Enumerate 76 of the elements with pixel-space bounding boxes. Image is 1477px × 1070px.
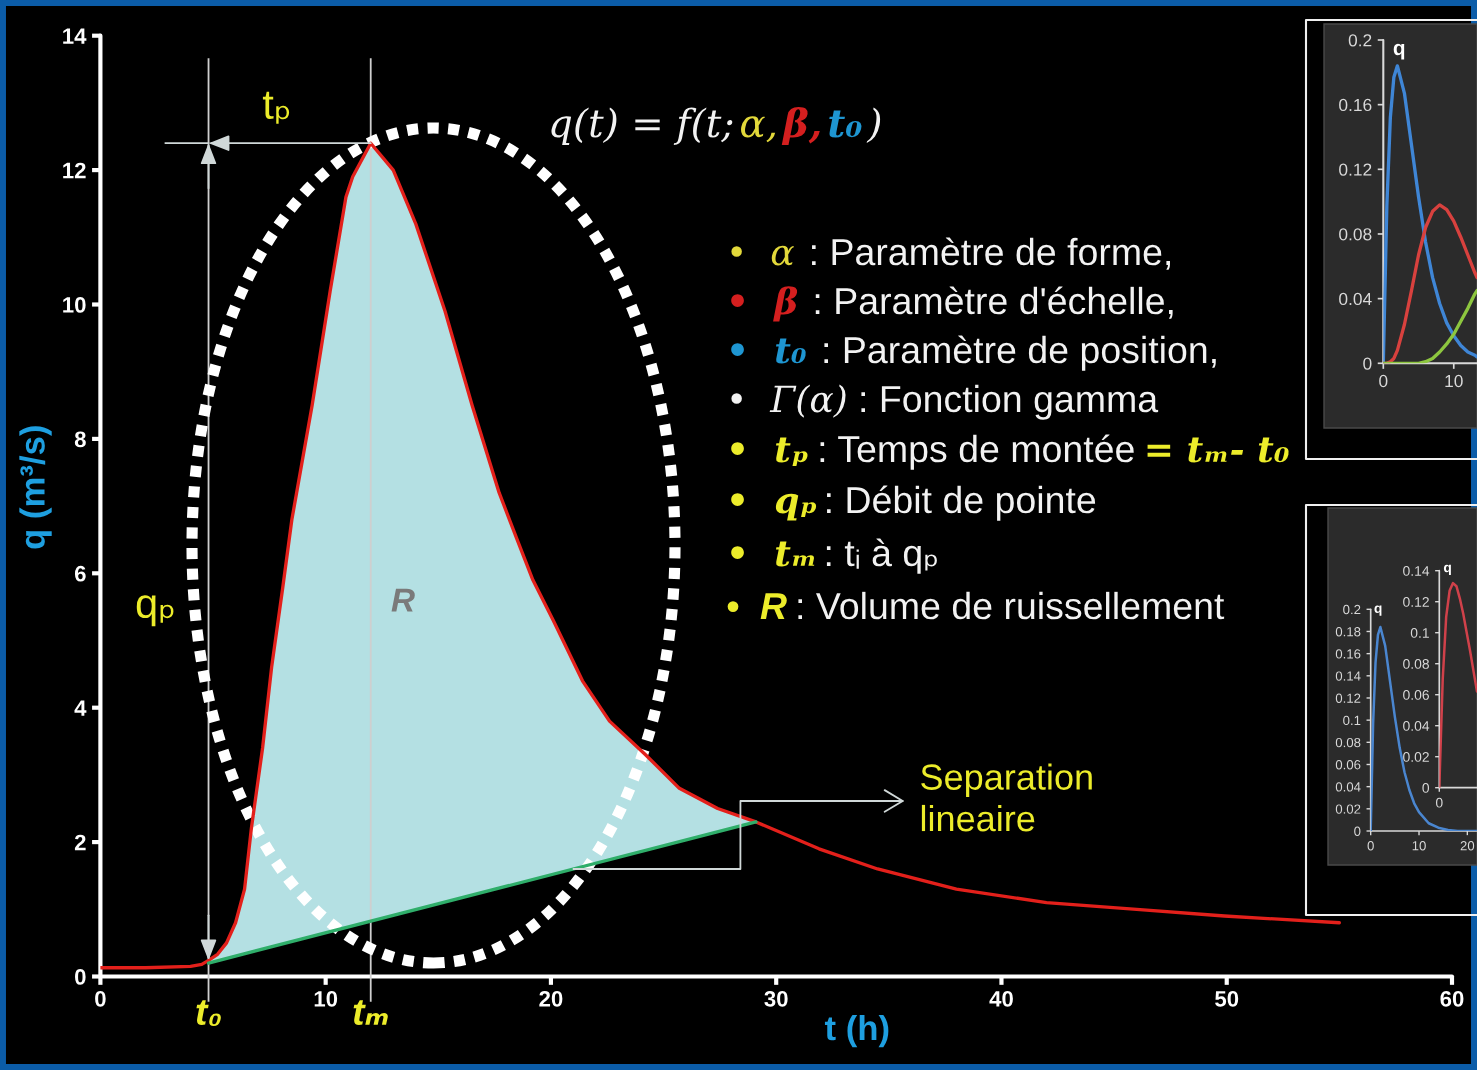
x-tick-label: 10 [314,990,338,1007]
y-tick-label: 0.2 [1343,604,1361,615]
annotation: R [391,588,415,612]
x-tick-label: 30 [764,990,788,1007]
y-tick-label: 0 [1422,783,1430,793]
x-axis-title: t (h) [824,1014,889,1048]
line-series [1439,581,1477,788]
annotation: : Fonction gamma [861,384,1159,420]
y-tick-label: 0.02 [1403,752,1429,762]
y-tick-label: 0.12 [1403,597,1429,607]
x-tick-label: 40 [989,990,1013,1007]
annotation: qₚ [136,595,174,627]
y-tick-label: 10 [63,297,86,313]
y-tick-label: 0.1 [1410,628,1429,638]
y-axis-title: q [1374,605,1382,616]
x-tick-label: 0 [95,990,106,1007]
y-tick-label: 0.08 [1339,228,1372,241]
x-tick-label: 50 [1215,990,1239,1007]
y-tick-label: 0.04 [1339,292,1372,306]
x-tick-label: 60 [1440,990,1464,1007]
y-tick-label: 0.06 [1335,760,1361,770]
y-tick-label: 0.16 [1339,98,1372,112]
annotation: • R [727,593,787,619]
y-tick-label: 0.08 [1335,737,1361,748]
annotation: q(t) = f(t; [551,107,733,146]
annotation: • qₚ [731,493,817,521]
ref-line-label: tₘ [353,1000,388,1025]
y-tick-label: 0 [75,969,86,985]
y-tick-label: 0.12 [1339,163,1372,176]
annotation: : Paramètre d'échelle, [815,286,1173,319]
y-tick-label: 0.2 [1348,34,1372,47]
y-tick-label: 0.06 [1403,690,1429,700]
annotation: α, [741,116,776,143]
annotation: t₀ [829,110,862,138]
annotation: : Volume de ruissellement [798,591,1225,620]
annotation: : Temps de montée [820,434,1134,470]
y-axis-title: q [1443,564,1451,575]
annotation: : Débit de pointe [827,485,1096,521]
y-tick-label: 0.14 [1403,566,1430,576]
y-tick-label: 2 [74,834,86,851]
annotation: • t₀ [731,338,806,364]
y-tick-label: 0.16 [1335,649,1361,659]
y-tick-label: 6 [74,565,86,582]
y-tick-label: 0.04 [1403,721,1430,731]
y-tick-label: 0.08 [1403,659,1429,669]
line-series [1383,64,1477,364]
x-tick-label: 20 [539,990,563,1007]
y-tick-label: 0.14 [1335,671,1361,681]
y-tick-label: 4 [74,700,87,716]
y-tick-label: 0.12 [1335,693,1361,703]
x-tick-label: 20 [1460,841,1475,851]
y-tick-label: 0.18 [1335,627,1361,637]
y-tick-label: 0.04 [1335,782,1361,792]
y-tick-label: 12 [63,162,86,179]
annotation: tₚ [262,91,290,124]
y-tick-label: 0 [1363,357,1372,370]
annotation: Separation lineaire [921,763,1092,832]
y-tick-label: 14 [63,28,87,44]
annotation: ) [866,107,881,144]
annotation: • β [731,286,798,322]
annotation: : Paramètre de forme, [812,237,1170,270]
annotation: : tᵢ à qₚ [826,538,937,574]
annotation: • Γ(α) [731,384,846,418]
y-tick-label: 0 [1354,826,1361,836]
annotation: • α [731,245,794,266]
annotation: β, [781,107,820,146]
annotation: = tₘ- t₀ [1147,437,1289,463]
ref-line-label: t₀ [196,1000,221,1027]
y-tick-label: 0.1 [1343,715,1361,726]
annotation: : Paramètre de position, [824,335,1216,371]
y-axis-title: q [1393,43,1405,60]
annotation: • tₚ [731,437,808,466]
annotation: • tₘ [731,541,815,567]
y-tick-label: 0.02 [1335,804,1361,814]
y-tick-label: 8 [74,431,86,448]
y-axis-title: q (m³/s) [19,426,52,549]
